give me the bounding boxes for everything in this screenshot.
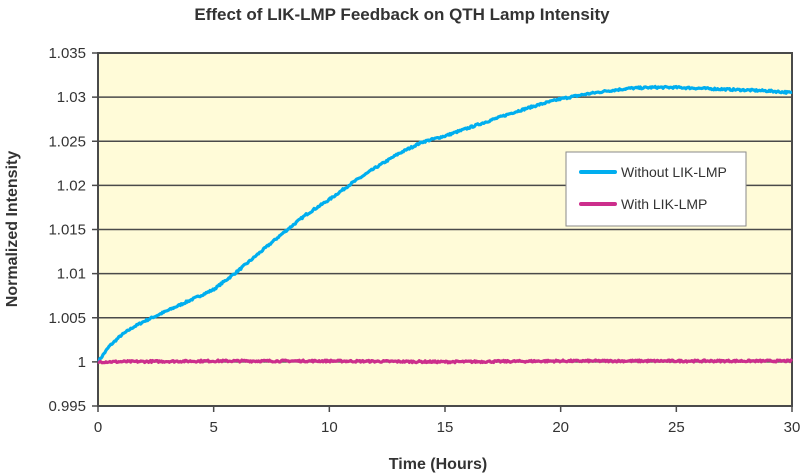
chart-title: Effect of LIK-LMP Feedback on QTH Lamp I… bbox=[194, 5, 610, 24]
legend-label-without-lik-lmp: Without LIK-LMP bbox=[621, 164, 727, 180]
x-axis-label: Time (Hours) bbox=[389, 456, 487, 473]
y-tick-label: 1.025 bbox=[48, 133, 86, 150]
y-tick-label: 1.035 bbox=[48, 45, 86, 62]
series-line-with-lik-lmp bbox=[97, 358, 794, 365]
y-tick-label: 1 bbox=[78, 354, 86, 371]
x-tick-label: 5 bbox=[209, 419, 217, 436]
x-axis-ticks: 0 5 10 15 20 25 30 bbox=[94, 406, 800, 436]
y-tick-label: 1.03 bbox=[57, 89, 86, 106]
x-tick-label: 15 bbox=[437, 419, 454, 436]
x-tick-label: 0 bbox=[94, 419, 102, 436]
y-tick-label: 0.995 bbox=[48, 398, 86, 415]
legend: Without LIK-LMP With LIK-LMP bbox=[565, 151, 747, 227]
series-layer bbox=[97, 84, 794, 365]
y-tick-label: 1.02 bbox=[57, 177, 86, 194]
y-tick-label: 1.015 bbox=[48, 222, 86, 239]
legend-label-with-lik-lmp: With LIK-LMP bbox=[621, 196, 707, 212]
legend-box bbox=[565, 151, 747, 227]
series-line-without-lik-lmp bbox=[97, 84, 793, 364]
x-tick-label: 25 bbox=[668, 419, 685, 436]
y-tick-label: 1.01 bbox=[57, 266, 86, 283]
y-axis-ticks: 0.995 1 1.005 1.01 1.015 1.02 1.025 1.03 1.035 bbox=[48, 45, 98, 415]
y-tick-label: 1.005 bbox=[48, 310, 86, 327]
x-tick-label: 30 bbox=[784, 419, 800, 436]
x-tick-label: 20 bbox=[552, 419, 569, 436]
y-axis-label: Normalized Intensity bbox=[4, 151, 21, 308]
x-tick-label: 10 bbox=[321, 419, 338, 436]
